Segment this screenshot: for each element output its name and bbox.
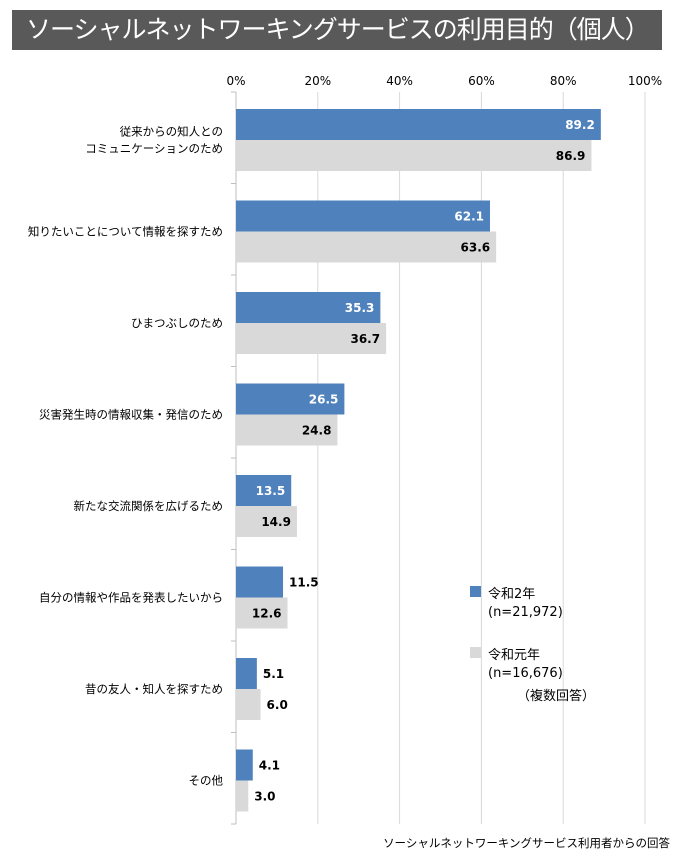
bar-r1 [236, 140, 592, 171]
legend-swatch-r2 [470, 586, 481, 597]
bar-r1 [236, 231, 497, 263]
bar-r2 [236, 383, 345, 415]
category-label: 従来からの知人との [120, 125, 223, 139]
bar-r2 [236, 200, 490, 232]
bar-r2 [236, 566, 284, 598]
category-label: ひまつぶしのため [131, 316, 223, 330]
source-note: ソーシャルネットワーキングサービス利用者からの回答 [383, 836, 670, 850]
category-label: その他 [189, 774, 224, 788]
chart-title: ソーシャルネットワーキングサービスの利用目的（個人） [26, 15, 650, 44]
data-label: 5.1 [263, 667, 284, 681]
data-label: 6.0 [267, 698, 288, 712]
bar-r2 [236, 658, 257, 689]
bar-r1 [236, 414, 338, 446]
category-label: 知りたいことについて情報を探すため [28, 225, 223, 239]
bar-r1 [236, 597, 288, 629]
data-label: 3.0 [254, 790, 275, 804]
category-label: 災害発生時の情報収集・発信のため [39, 408, 223, 422]
bar-r2 [236, 292, 381, 323]
data-label: 36.7 [350, 332, 380, 346]
x-tick-label: 0% [226, 74, 245, 88]
data-label: 26.5 [309, 393, 339, 407]
x-tick-label: 20% [304, 74, 331, 88]
legend: 令和2年 (n=21,972) 令和元年 (n=16,676) （複数回答） [470, 583, 595, 704]
title-bar: ソーシャルネットワーキングサービスの利用目的（個人） [12, 10, 662, 50]
legend-item-r1: 令和元年 (n=16,676) [470, 644, 595, 681]
x-tick-label: 40% [386, 74, 413, 88]
x-tick-label: 60% [468, 74, 495, 88]
legend-note: （複数回答） [517, 689, 596, 704]
data-label: 11.5 [289, 576, 319, 590]
legend-label-r1: 令和元年 [488, 648, 541, 663]
bar-r2 [236, 109, 601, 140]
bar-r1 [236, 323, 387, 354]
legend-swatch-r1 [470, 647, 481, 658]
bar-r2 [236, 475, 292, 506]
x-tick-label: 100% [628, 74, 662, 88]
legend-n-r2: (n=21,972) [488, 605, 563, 620]
data-label: 86.9 [556, 149, 586, 163]
category-label: 昔の友人・知人を探すため [85, 682, 223, 696]
legend-item-r2: 令和2年 (n=21,972) [470, 583, 595, 620]
bar-r2 [236, 749, 253, 781]
bar-r1 [236, 780, 249, 812]
category-label: 自分の情報や作品を発表したいから [39, 591, 223, 605]
category-label: 新たな交流関係を広げるため [74, 499, 224, 513]
legend-n-r1: (n=16,676) [488, 666, 563, 681]
bar-r1 [236, 689, 261, 720]
data-label: 35.3 [345, 301, 375, 315]
data-label: 14.9 [261, 515, 291, 529]
data-label: 24.8 [302, 424, 332, 438]
data-label: 89.2 [565, 118, 595, 132]
data-label: 62.1 [454, 210, 484, 224]
data-label: 13.5 [256, 484, 286, 498]
category-label: コミュニケーションのため [85, 142, 223, 156]
bar-r1 [236, 506, 297, 537]
data-label: 12.6 [252, 607, 282, 621]
data-label: 4.1 [259, 759, 280, 773]
x-tick-label: 80% [550, 74, 577, 88]
data-label: 63.6 [461, 241, 491, 255]
legend-label-r2: 令和2年 [488, 587, 536, 602]
